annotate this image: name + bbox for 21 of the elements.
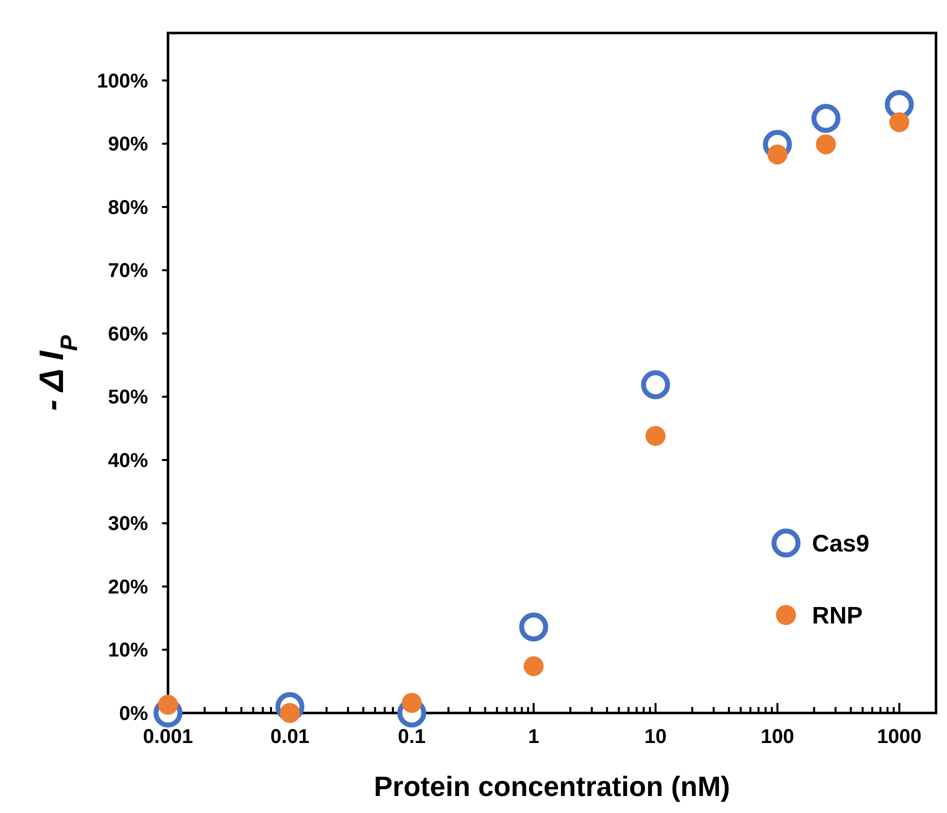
y-tick-label: 0%	[119, 703, 148, 725]
y-tick-label: 40%	[108, 450, 148, 472]
x-tick-label: 0.001	[142, 726, 194, 748]
y-tick-label: 70%	[108, 260, 148, 282]
y-tick-label: 100%	[96, 70, 148, 92]
y-tick-label: 50%	[108, 386, 148, 409]
x-axis-title: Protein concentration (nM)	[374, 771, 730, 802]
x-tick-label: 0.01	[270, 726, 310, 748]
y-tick-label: 60%	[108, 323, 148, 346]
x-tick-label: 1	[528, 726, 540, 748]
y-tick-label: 30%	[108, 513, 148, 536]
x-tick-label: 10	[644, 726, 667, 748]
y-tick-label: 10%	[108, 640, 148, 662]
y-tick-label: 20%	[108, 576, 148, 598]
legend-label: Cas9	[812, 530, 870, 558]
x-tick-label: 100	[760, 726, 794, 748]
x-tick-label: 0.1	[398, 726, 426, 748]
y-tick-label: 80%	[108, 196, 148, 219]
legend-label: RNP	[812, 602, 863, 630]
x-tick-label: 1000	[877, 726, 922, 748]
y-tick-label: 90%	[108, 134, 148, 156]
